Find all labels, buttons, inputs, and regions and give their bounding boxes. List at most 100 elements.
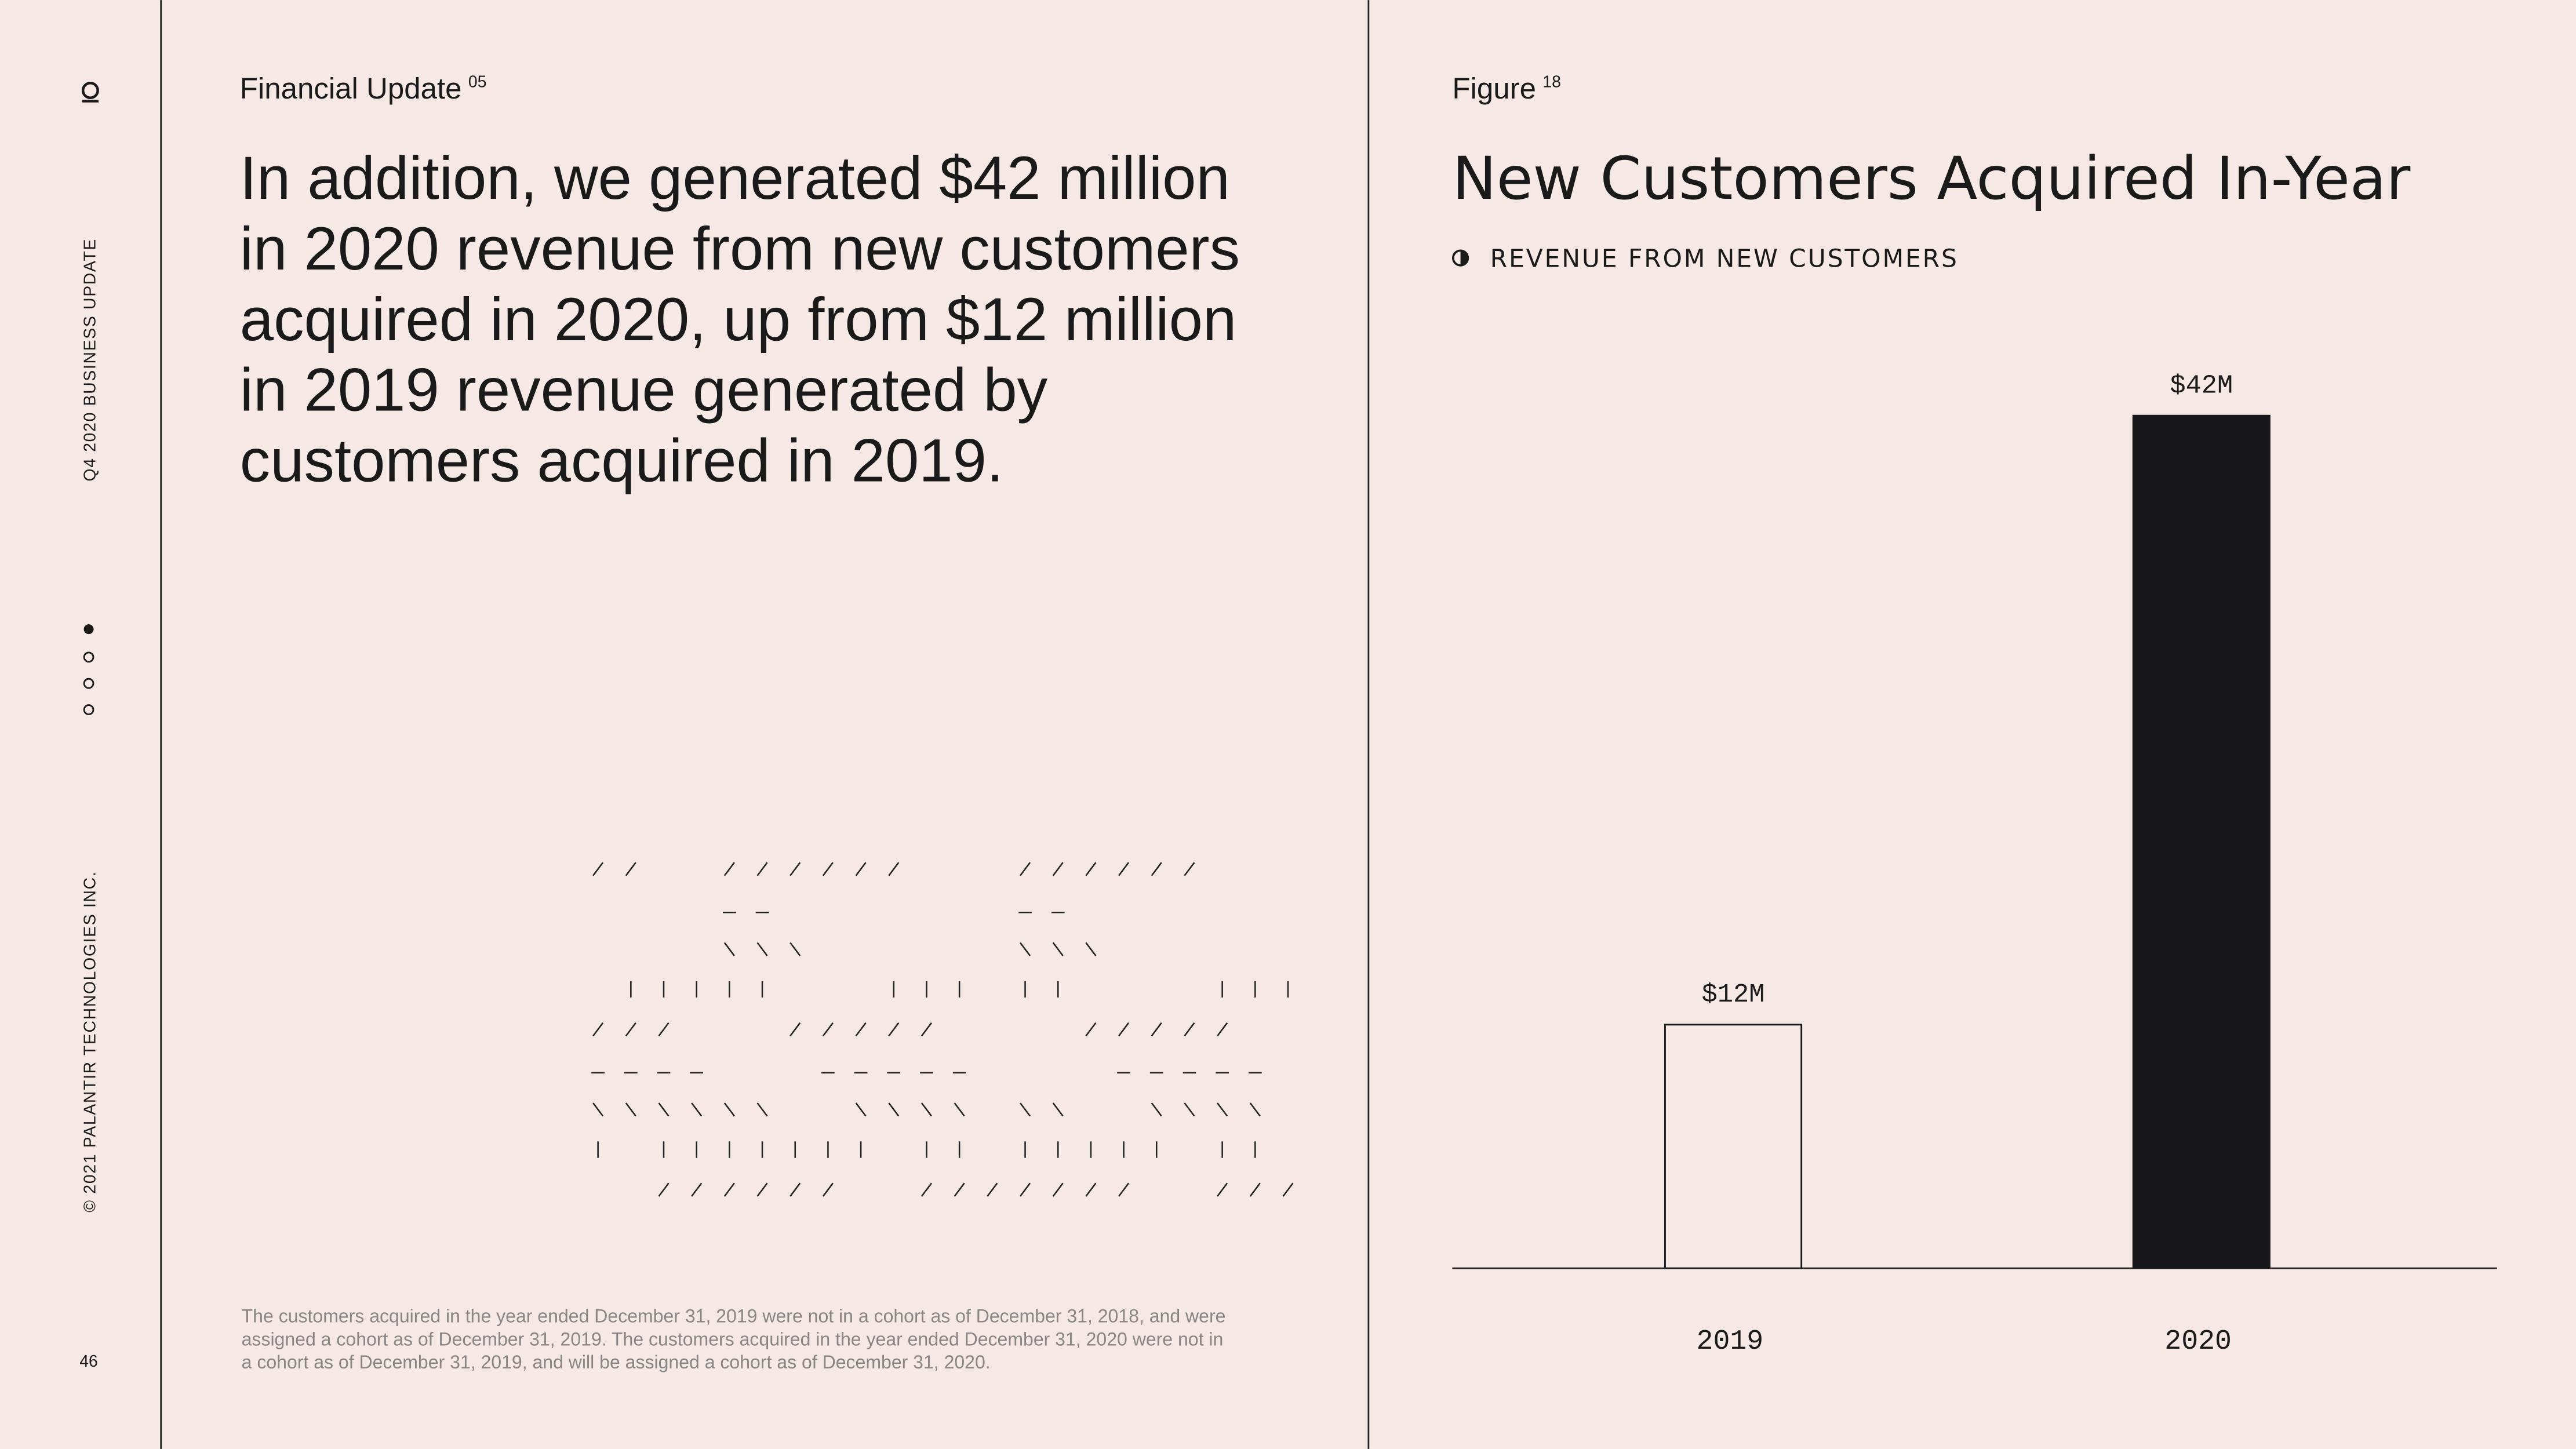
glyph-stroke — [954, 1102, 965, 1117]
glyph-stroke — [920, 1102, 933, 1117]
glyph-stroke — [1085, 942, 1097, 956]
glyph-stroke — [1217, 1102, 1228, 1117]
bar — [1664, 1024, 1803, 1269]
figure-name: Figure — [1452, 72, 1536, 105]
glyph-stroke — [888, 862, 900, 876]
glyph-stroke — [1249, 1182, 1261, 1197]
glyph-stroke — [756, 862, 768, 876]
slide-title: Q4 2020 BUSINESS UPDATE — [81, 238, 99, 482]
x-tick-label: 2020 — [2164, 1326, 2232, 1357]
glyph-stroke — [723, 1182, 735, 1197]
chart-title: New Customers Acquired In-Year — [1452, 144, 2410, 213]
glyph-stroke — [1184, 862, 1195, 876]
glyph-stroke — [1118, 862, 1130, 876]
glyph-stroke — [888, 1022, 900, 1037]
bar — [2132, 414, 2271, 1269]
page-dots — [83, 624, 94, 715]
glyph-stroke — [888, 1102, 900, 1117]
glyph-stroke — [1052, 1182, 1064, 1197]
footnote: The customers acquired in the year ended… — [242, 1306, 1226, 1372]
section-number: 05 — [468, 72, 487, 91]
section-name: Financial Update — [240, 72, 462, 105]
glyph-stroke — [625, 1102, 636, 1117]
headline-line: customers acquired in 2019. — [240, 427, 1003, 495]
glyph-stroke — [723, 862, 735, 876]
figure-number: 18 — [1542, 72, 1561, 91]
glyph-stroke — [1052, 862, 1064, 876]
glyph-stroke — [1184, 1102, 1195, 1117]
glyph-stroke — [1249, 1102, 1261, 1117]
value-label: $12M — [1702, 980, 1765, 1010]
figure-label: Figure 18 — [1452, 72, 1560, 105]
glyph-stroke — [1151, 862, 1162, 876]
glyph-stroke — [1085, 1022, 1097, 1037]
page-number: 46 — [79, 1352, 98, 1371]
logo — [81, 81, 99, 103]
glyph-stroke — [1020, 1102, 1031, 1117]
glyph-stroke — [625, 862, 636, 876]
glyph-stroke — [1217, 1182, 1228, 1197]
glyph-stroke — [723, 1102, 735, 1117]
glyph-stroke — [592, 862, 604, 876]
footnote-line: assigned a cohort as of December 31, 201… — [242, 1328, 1224, 1349]
footnote-line: a cohort as of December 31, 2019, and wi… — [242, 1352, 991, 1372]
glyph-stroke — [1184, 1022, 1195, 1037]
glyph-stroke — [658, 1182, 670, 1197]
glyph-stroke — [1085, 862, 1097, 876]
glyph-stroke — [822, 862, 834, 876]
glyph-stroke — [1118, 1182, 1130, 1197]
glyph-stroke — [789, 862, 801, 876]
glyph-stroke — [822, 1022, 834, 1037]
glyph-stroke — [789, 942, 801, 956]
glyph-stroke — [723, 942, 735, 956]
glyph-stroke — [1052, 942, 1064, 956]
glyph-stroke — [1151, 1102, 1162, 1117]
glyph-stroke — [756, 942, 768, 956]
legend: REVENUE FROM NEW CUSTOMERS — [1451, 245, 1959, 274]
glyph-stroke — [855, 862, 867, 876]
glyph-stroke — [1085, 1182, 1097, 1197]
headline-line: acquired in 2020, up from $12 million — [240, 286, 1237, 354]
glyph-stroke — [1217, 1022, 1228, 1037]
glyph-stroke — [920, 1182, 933, 1197]
glyph-stroke — [1020, 942, 1031, 956]
glyph-stroke — [658, 1022, 670, 1037]
bars: $12M 2019 $42M 2020 — [1664, 370, 2271, 1357]
value-label: $42M — [2170, 370, 2233, 401]
decoration — [591, 862, 1294, 1197]
glyph-stroke — [592, 1102, 604, 1117]
section-label: Financial Update 05 — [240, 72, 487, 105]
glyph-stroke — [822, 1182, 834, 1197]
legend-label: REVENUE FROM NEW CUSTOMERS — [1490, 245, 1959, 274]
glyph-stroke — [1118, 1022, 1130, 1037]
glyph-stroke — [1020, 1182, 1031, 1197]
glyph-stroke — [1151, 1022, 1162, 1037]
headline-line: in 2019 revenue generated by — [240, 356, 1048, 424]
copyright: © 2021 PALANTIR TECHNOLOGIES INC. — [81, 871, 99, 1213]
glyph-stroke — [1282, 1182, 1294, 1197]
footnote-line: The customers acquired in the year ended… — [242, 1306, 1226, 1327]
x-tick-label: 2019 — [1697, 1326, 1764, 1357]
glyph-stroke — [855, 1022, 867, 1037]
headline-line: in 2020 revenue from new customers — [240, 215, 1240, 283]
headline: In addition, we generated $42 millionin … — [240, 144, 1240, 494]
legend-icon-fill — [1460, 250, 1468, 265]
glyph-stroke — [658, 1102, 670, 1117]
glyph-stroke — [987, 1182, 998, 1197]
glyph-stroke — [756, 1182, 768, 1197]
glyph-stroke — [789, 1022, 801, 1037]
glyph-stroke — [1020, 862, 1031, 876]
glyph-stroke — [920, 1022, 933, 1037]
glyph-stroke — [1052, 1102, 1064, 1117]
glyph-stroke — [691, 1182, 703, 1197]
glyph-stroke — [592, 1022, 604, 1037]
glyph-stroke — [954, 1182, 965, 1197]
glyph-stroke — [756, 1102, 768, 1117]
glyph-stroke — [691, 1102, 703, 1117]
glyph-stroke — [855, 1102, 867, 1117]
glyph-stroke — [625, 1022, 636, 1037]
glyph-stroke — [789, 1182, 801, 1197]
headline-line: In addition, we generated $42 million — [240, 144, 1230, 212]
